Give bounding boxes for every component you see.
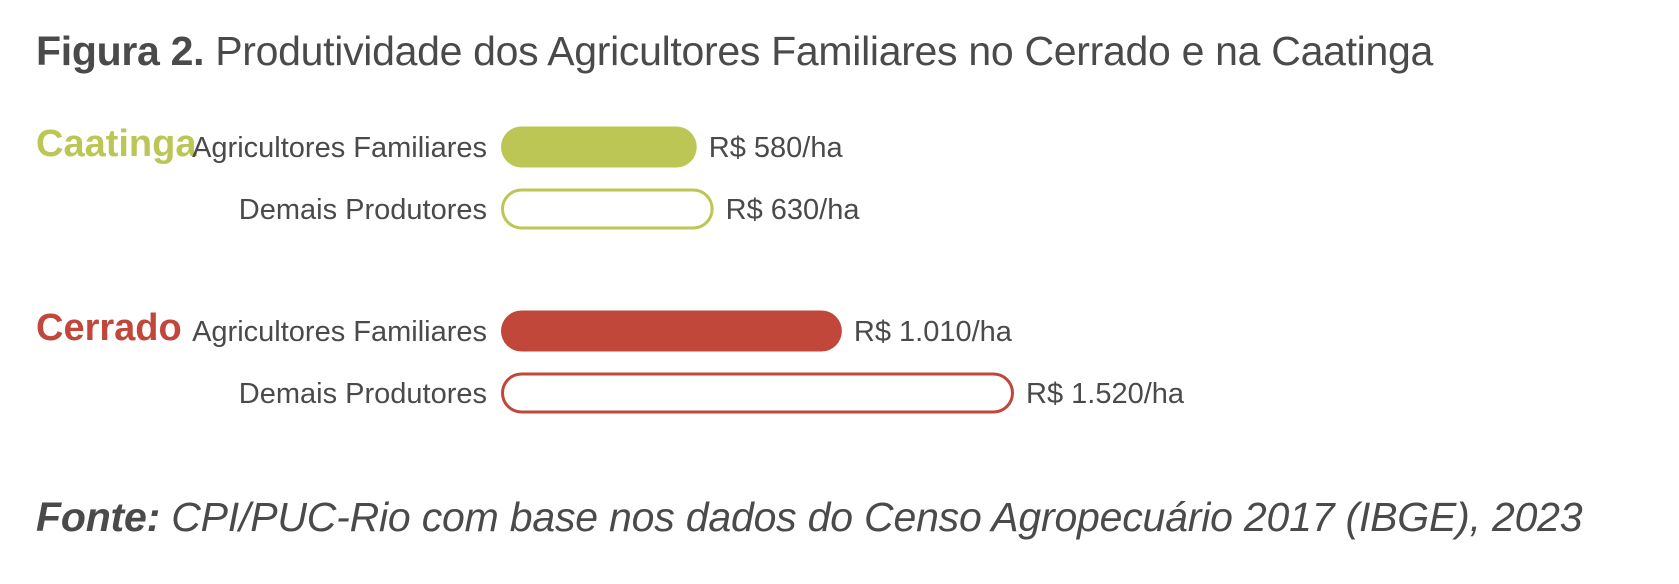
bar-caatinga-agricultores-familiares <box>501 126 697 168</box>
category-label-caatinga-demais-produtores: Demais Produtores <box>239 194 487 226</box>
source-prefix: Fonte: <box>36 494 161 540</box>
value-label-caatinga-demais-produtores: R$ 630/ha <box>726 194 861 226</box>
bar-cerrado-demais-produtores <box>501 372 1014 414</box>
value-label-cerrado-agricultores-familiares: R$ 1.010/ha <box>854 316 1013 348</box>
category-label-caatinga-agricultores-familiares: Agricultores Familiares <box>192 132 487 164</box>
value-label-caatinga-agricultores-familiares: R$ 580/ha <box>709 132 844 164</box>
category-label-cerrado-agricultores-familiares: Agricultores Familiares <box>192 316 487 348</box>
group-label-caatinga: Caatinga <box>36 123 197 165</box>
chart-title: Figura 2. Produtividade dos Agricultores… <box>36 28 1433 75</box>
bar-caatinga-demais-produtores <box>501 188 714 230</box>
group-label-cerrado: Cerrado <box>36 307 182 349</box>
chart-title-prefix: Figura 2. <box>36 28 205 74</box>
chart-title-text: Produtividade dos Agricultores Familiare… <box>215 28 1433 74</box>
category-label-cerrado-demais-produtores: Demais Produtores <box>239 378 487 410</box>
chart-source: Fonte: CPI/PUC-Rio com base nos dados do… <box>36 494 1583 541</box>
bar-cerrado-agricultores-familiares <box>501 310 842 352</box>
value-label-cerrado-demais-produtores: R$ 1.520/ha <box>1026 378 1185 410</box>
source-text: CPI/PUC-Rio com base nos dados do Censo … <box>171 494 1583 540</box>
